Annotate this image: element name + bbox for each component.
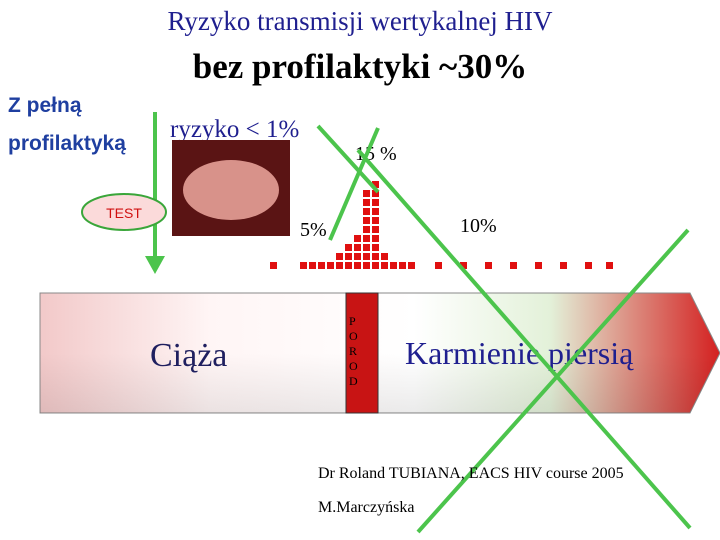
risk-square — [363, 262, 370, 269]
risk-square — [460, 262, 467, 269]
risk-square — [336, 253, 343, 260]
cross-line — [356, 148, 692, 530]
risk-square — [345, 244, 352, 251]
risk-square — [381, 253, 388, 260]
test-badge — [81, 193, 167, 231]
delivery-letter: R — [349, 344, 357, 358]
citation: Dr Roland TUBIANA, EACS HIV course 2005 — [318, 465, 624, 482]
risk-square — [363, 235, 370, 242]
delivery-letter: D — [349, 374, 358, 388]
risk-square — [363, 190, 370, 197]
test-label: TEST — [106, 205, 142, 221]
risk-square — [363, 208, 370, 215]
risk-square — [363, 226, 370, 233]
risk-square — [372, 208, 379, 215]
risk-square — [354, 235, 361, 242]
delivery-letter: O — [349, 329, 358, 343]
risk-square — [606, 262, 613, 269]
risk-square — [372, 244, 379, 251]
cross-line — [416, 228, 690, 534]
title-line1: Ryzyko transmisji wertykalnej HIV — [167, 6, 553, 36]
risk-square — [336, 262, 343, 269]
left-label: profilaktyką — [8, 132, 126, 155]
risk-square — [372, 235, 379, 242]
risk-square — [345, 253, 352, 260]
risk-square — [345, 262, 352, 269]
risk-label: ryzyko < 1% — [170, 116, 299, 143]
risk-square — [585, 262, 592, 269]
author: M.Marczyńska — [318, 499, 414, 516]
risk-square — [372, 253, 379, 260]
risk-square — [309, 262, 316, 269]
risk-square — [485, 262, 492, 269]
delivery-box — [345, 292, 379, 414]
risk-square — [372, 181, 379, 188]
risk-square — [372, 217, 379, 224]
baby-image — [183, 160, 279, 220]
risk-square — [354, 253, 361, 260]
risk-square — [435, 262, 442, 269]
risk-square — [372, 199, 379, 206]
arrow-head — [145, 256, 165, 274]
cross-line — [328, 127, 380, 241]
risk-square — [270, 262, 277, 269]
percent-after: 10% — [460, 215, 497, 237]
risk-square — [363, 244, 370, 251]
risk-squares — [270, 181, 613, 269]
risk-square — [327, 262, 334, 269]
cross-line — [316, 124, 380, 194]
risk-square — [408, 262, 415, 269]
risk-square — [399, 262, 406, 269]
risk-square — [381, 262, 388, 269]
risk-square — [390, 262, 397, 269]
delivery-letter: O — [349, 359, 358, 373]
risk-square — [318, 262, 325, 269]
risk-square — [510, 262, 517, 269]
risk-square — [354, 244, 361, 251]
percent-before: 5% — [300, 219, 327, 241]
risk-square — [300, 262, 307, 269]
risk-square — [372, 226, 379, 233]
risk-square — [363, 199, 370, 206]
risk-square — [372, 262, 379, 269]
title-line2: bez profilaktyki ~30% — [193, 47, 528, 86]
risk-square — [372, 190, 379, 197]
risk-square — [363, 217, 370, 224]
risk-square — [363, 253, 370, 260]
breastfeeding-label: Karmienie piersią — [405, 335, 634, 371]
risk-square — [535, 262, 542, 269]
risk-square — [560, 262, 567, 269]
risk-square — [354, 262, 361, 269]
delivery-letter: P — [349, 314, 356, 328]
pregnancy-label: Ciąża — [150, 337, 227, 374]
left-label: Z pełną — [8, 94, 82, 117]
